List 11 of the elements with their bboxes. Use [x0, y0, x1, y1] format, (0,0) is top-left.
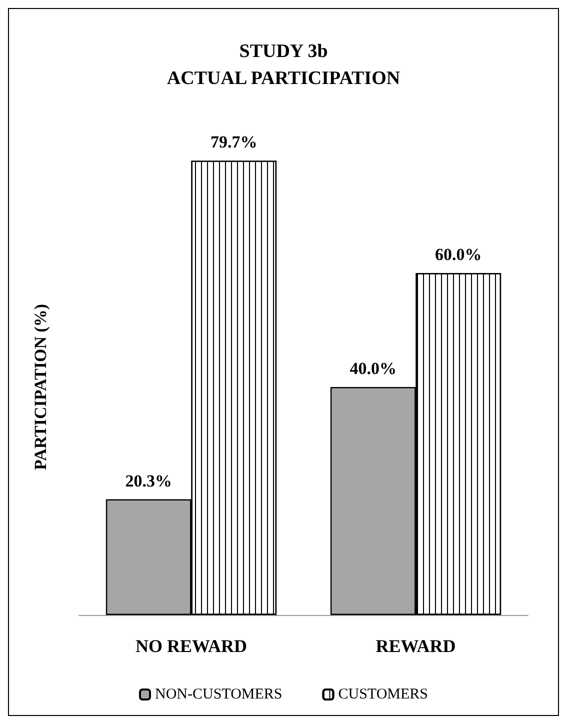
chart-title: STUDY 3b — [239, 41, 328, 62]
data-label: 60.0% — [435, 245, 482, 264]
y-axis-title: PARTICIPATION (%) — [31, 304, 50, 470]
x-tick-label: NO REWARD — [135, 636, 248, 656]
data-label: 20.3% — [125, 471, 172, 490]
legend-label: CUSTOMERS — [338, 686, 428, 702]
data-label: 79.7% — [210, 132, 258, 152]
chart-subtitle: ACTUAL PARTICIPATION — [166, 68, 400, 89]
x-tick-label: REWARD — [376, 636, 456, 656]
data-label: 40.0% — [350, 359, 396, 378]
legend-label: NON-CUSTOMERS — [155, 686, 282, 702]
